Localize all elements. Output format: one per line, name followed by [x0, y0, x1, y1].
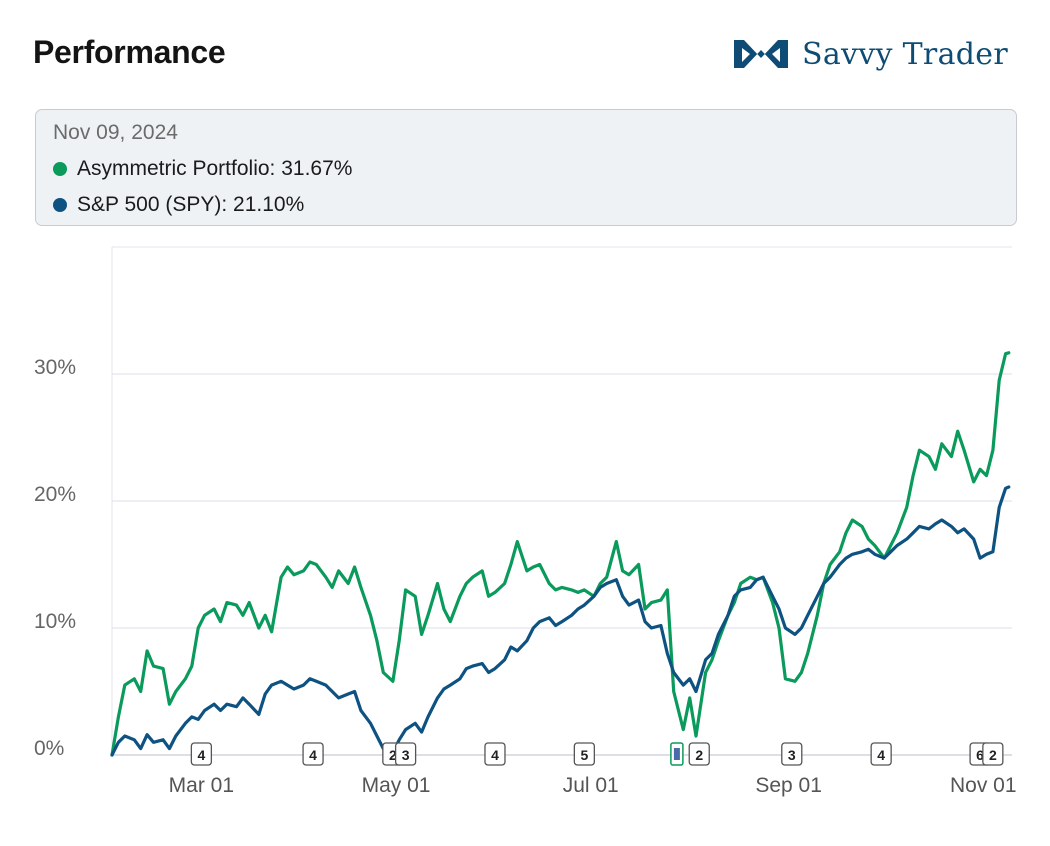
tooltip-entry-name: S&P 500 (SPY) — [77, 193, 222, 216]
trade-marker-label: 2 — [389, 747, 397, 763]
page-title: Performance — [33, 34, 226, 70]
trade-marker[interactable] — [982, 742, 1004, 766]
brand-name: Savvy Trader — [802, 36, 1008, 72]
brand[interactable]: Savvy Trader — [730, 34, 1008, 74]
trade-marker-label: 2 — [989, 747, 997, 763]
savvy-trader-logo-icon — [734, 40, 788, 68]
y-tick-label: 20% — [34, 483, 76, 506]
trade-marker-label: 5 — [580, 747, 588, 763]
trade-marker-label: 4 — [491, 747, 499, 763]
tooltip-entry-spy: S&P 500 (SPY): 21.10% — [53, 193, 304, 217]
chart-tooltip: Nov 09, 2024 Asymmetric Portfolio: 31.67… — [35, 109, 1017, 226]
x-tick-label: May 01 — [362, 774, 431, 797]
y-tick-label: 30% — [34, 356, 76, 379]
y-tick-label: 10% — [34, 610, 76, 633]
tooltip-date: Nov 09, 2024 — [53, 121, 178, 144]
trade-marker-label: 4 — [309, 747, 317, 763]
trade-marker-label: 3 — [788, 747, 796, 763]
y-tick-label: 0% — [34, 737, 64, 760]
tooltip-entry-name: Asymmetric Portfolio — [77, 157, 270, 180]
trade-marker[interactable] — [394, 742, 417, 766]
trade-marker[interactable] — [781, 742, 803, 766]
trade-marker[interactable] — [484, 742, 506, 766]
trade-marker-label: 3 — [402, 747, 410, 763]
trade-marker[interactable] — [190, 742, 213, 766]
x-tick-label: Sep 01 — [755, 774, 822, 797]
tooltip-entry-value: 31.67% — [281, 157, 353, 180]
x-tick-label: Nov 01 — [950, 774, 1017, 797]
series-line-spy[interactable] — [110, 485, 1011, 757]
portfolio-color-dot — [53, 162, 67, 176]
trade-marker-label: 4 — [877, 747, 885, 763]
tooltip-entry-value: 21.10% — [233, 193, 305, 216]
tooltip-entry-portfolio: Asymmetric Portfolio: 31.67% — [53, 157, 352, 181]
trade-marker[interactable] — [302, 742, 324, 766]
trade-marker[interactable] — [573, 742, 595, 766]
x-tick-label: Jul 01 — [563, 774, 619, 797]
trade-marker-label: 2 — [695, 747, 703, 763]
trade-marker-label: 4 — [197, 747, 205, 763]
series-line-portfolio[interactable] — [110, 351, 1011, 757]
trade-marker[interactable] — [870, 742, 892, 766]
trade-marker-label: 6 — [976, 747, 984, 763]
spy-color-dot — [53, 198, 67, 212]
trade-marker[interactable] — [688, 742, 710, 766]
trade-marker-fill — [673, 748, 680, 760]
x-tick-label: Mar 01 — [169, 774, 234, 797]
